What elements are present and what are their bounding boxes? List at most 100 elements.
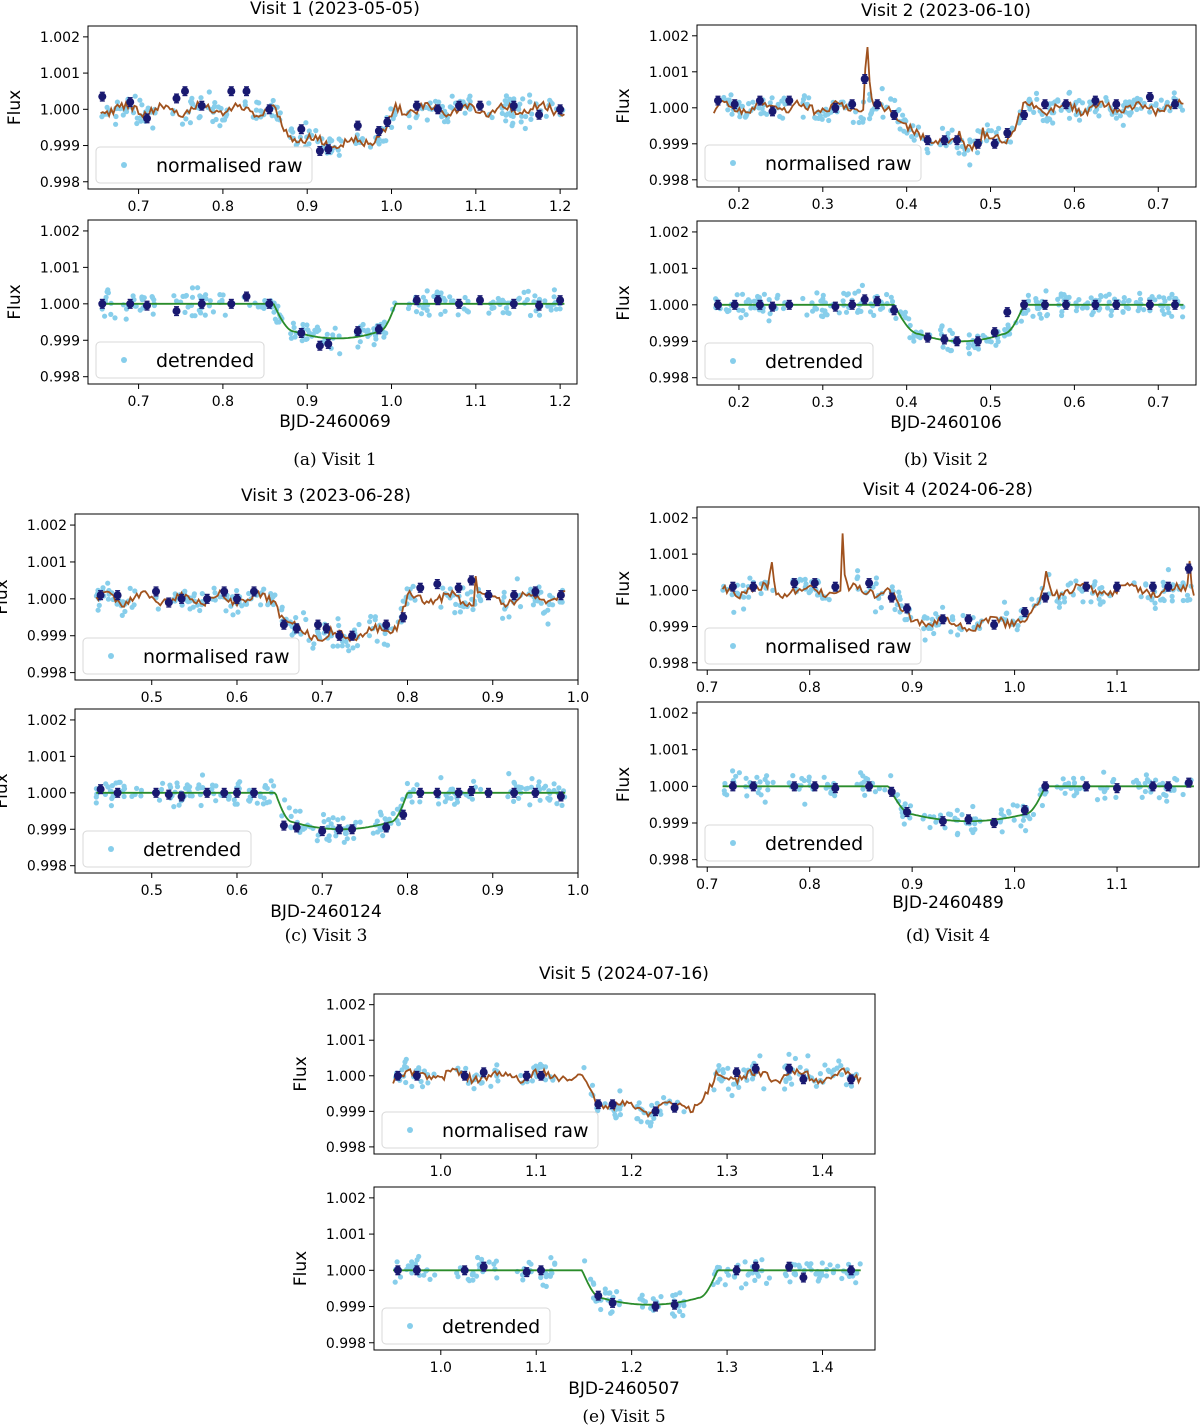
v1-raw-binned-point [98,92,107,101]
v1-det-xtick-label: 1.1 [465,394,487,410]
v3-raw-point [350,645,356,651]
v5-raw-point [409,1083,415,1089]
v1-raw-point [134,120,140,127]
v3-det-binned-point [531,788,540,797]
v5-raw-point [416,1065,422,1071]
v4-raw-binned-point [903,604,911,613]
v5-raw-point [589,1082,596,1088]
v1-det-ytick-label: 1.000 [40,297,80,313]
v3-det-point [516,795,522,802]
v1-det-point [219,297,225,303]
v3-det-point [554,801,560,807]
v4-det-point [888,773,894,779]
v4-raw-point [1160,596,1166,602]
visit-3-caption: (c) Visit 3 [285,926,368,946]
v2-det-point [814,290,820,296]
v3-raw-binned-point [220,587,229,596]
v5-raw-ytick-label: 1.002 [326,998,366,1014]
v1-det-point [557,306,563,312]
v2-raw-binned-point [785,96,794,105]
v3-det-point [321,819,327,825]
v5-raw-ytick-label: 1.000 [326,1069,366,1085]
v3-det-binned-point [416,788,425,797]
v2-det-xtick-label: 0.4 [896,395,918,411]
v1-det-point [291,324,297,331]
v4-raw-point [1098,599,1104,605]
v5-raw-ylabel: Flux [291,1056,311,1091]
v3-det-point [478,786,484,793]
v5-raw-point [729,1092,735,1099]
v3-raw-point [501,589,507,596]
visit-2-xlabel: BJD-2460106 [890,413,1002,433]
v1-raw-point [211,104,217,110]
v2-det-binned-point [1112,300,1121,309]
v1-det-point [524,297,531,303]
v4-raw-point [1138,594,1144,600]
v1-det-point [491,305,497,311]
v3-raw-point [538,589,544,595]
v3-det-point [200,785,206,791]
v3-det-binned-point [96,785,105,794]
v3-det-point [505,794,511,800]
v4-det-ytick-label: 1.001 [649,743,689,759]
v5-raw-binned-point [799,1075,808,1084]
v1-raw-xtick-label: 0.7 [127,199,149,215]
v1-det-point [442,298,448,304]
v2-det-point [1180,314,1186,320]
v3-det-xtick-label: 1.0 [567,883,589,899]
v5-det-point [528,1261,534,1267]
v1-det-ytick-label: 1.002 [40,224,80,240]
v1-det-binned-point [353,327,362,336]
v4-det-point [952,815,958,821]
v2-raw-point [892,97,898,103]
v5-det-binned-point [460,1266,469,1275]
v4-raw-binned-point [728,582,737,591]
v3-det-point [196,782,202,788]
v2-det-point [1160,303,1166,309]
v2-det-point [966,341,972,347]
v2-raw-point [819,116,825,122]
v4-det-point [942,825,948,831]
v2-raw-point [746,101,752,107]
v1-raw-point [383,138,389,144]
v2-det-binned-point [1020,300,1029,309]
v1-raw-point [407,124,413,130]
v3-raw-point [310,645,316,651]
v3-raw-binned-point [292,624,301,633]
v1-det-legend: detrended [95,341,265,379]
v3-raw-point [366,633,372,639]
v4-det-point [765,780,771,786]
v1-raw-point [445,119,451,125]
v2-det-point [884,291,890,298]
v5-raw-point [403,1079,409,1086]
v2-det-point [1137,296,1144,302]
v5-raw-point [797,1064,803,1070]
v3-raw-point [96,602,102,609]
v1-det-binned-point [374,325,383,334]
v3-det-point [129,793,135,800]
v1-det-point [290,320,296,326]
v2-det-point [1033,296,1039,302]
v1-raw-point [329,138,335,144]
v4-det-point [1027,816,1033,822]
v5-raw-point [792,1055,799,1062]
v4-det-xtick-label: 0.7 [696,877,718,893]
v1-raw-point [503,93,509,99]
v2-det-point [980,332,986,339]
v2-det-point [1079,305,1086,311]
v2-det-point [1076,297,1082,303]
v3-raw-binned-point [454,583,463,592]
v5-det-binned-point [522,1268,531,1277]
v4-det-point [1113,794,1119,801]
v4-det-point [972,821,978,827]
v1-raw-point [256,100,262,106]
v3-det-point [199,772,206,778]
v4-raw-binned-point [1113,582,1121,591]
v5-det-point [414,1257,420,1263]
v1-det-point [551,287,558,293]
v5-det-binned-point [732,1266,741,1275]
v2-raw-point [1179,107,1186,113]
v1-det-binned-point [242,292,251,301]
v4-raw-point [1001,599,1008,605]
